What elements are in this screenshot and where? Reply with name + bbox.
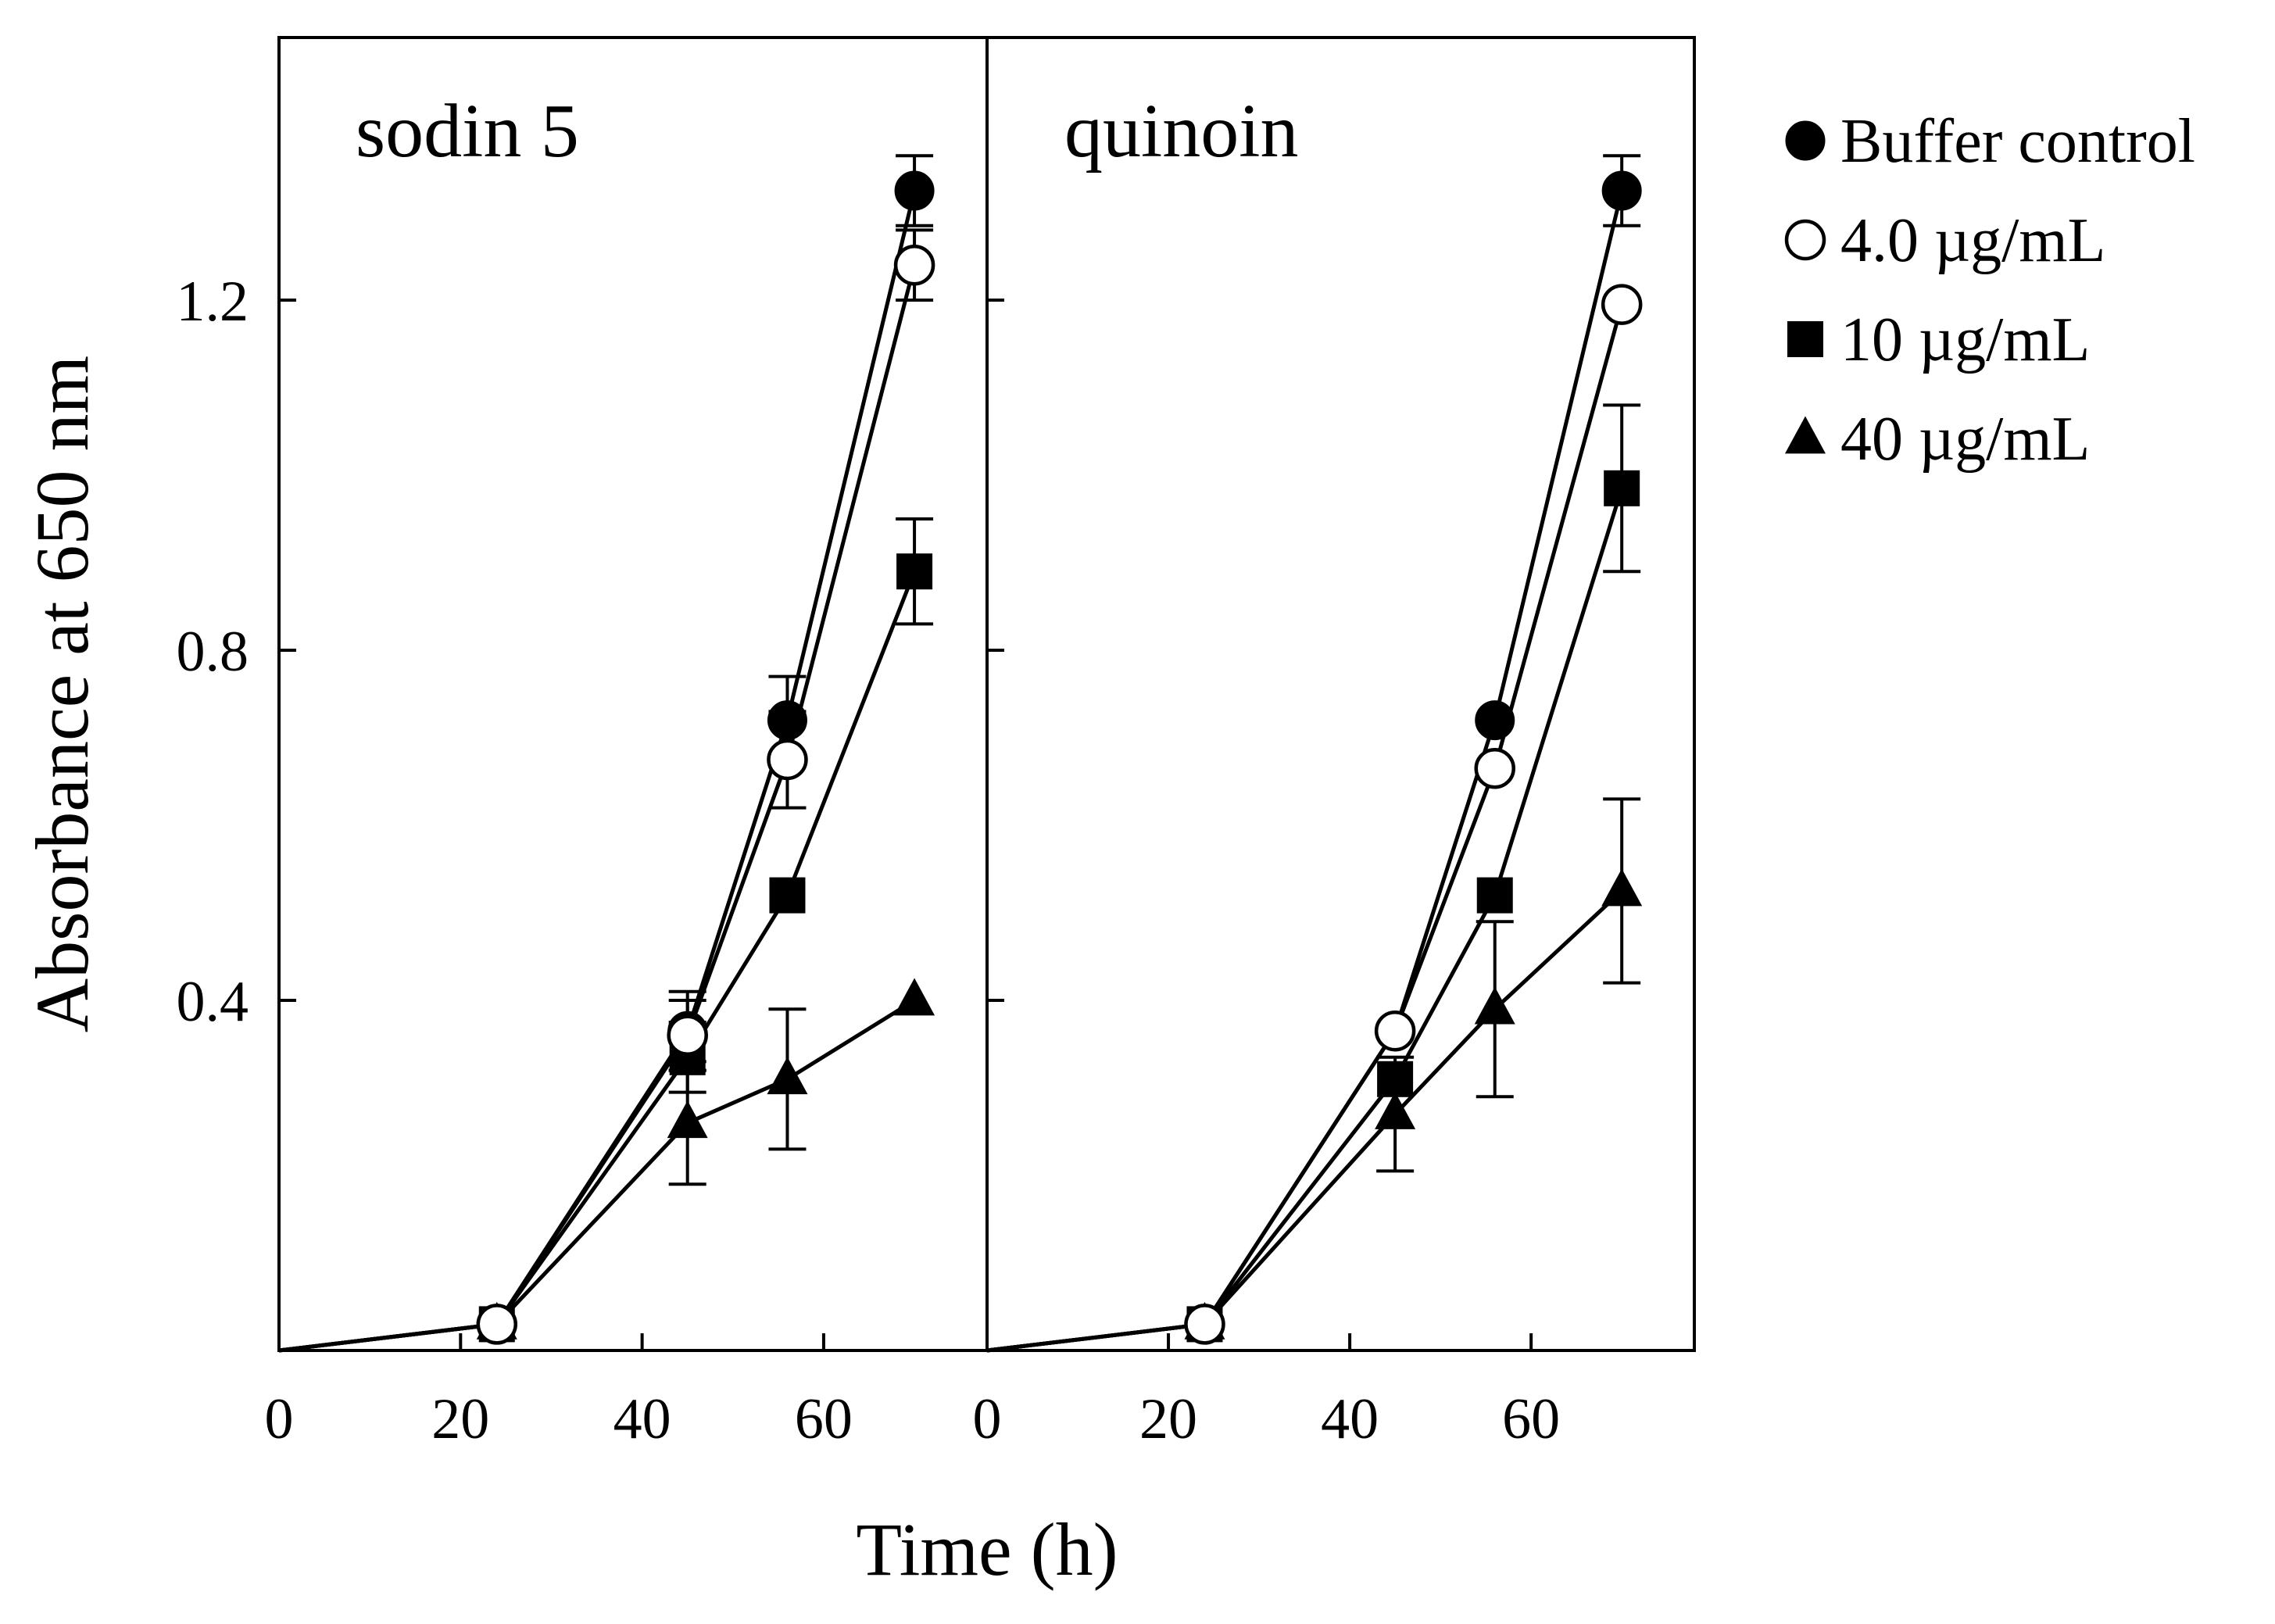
legend-marker-2: [1787, 321, 1823, 357]
y-axis-title: Absorbance at 650 nm: [20, 356, 104, 1032]
x-tick-label-sodin5-60: 60: [795, 1387, 853, 1451]
data-point-quinoin-2-4: [1604, 470, 1640, 506]
panel-frame-sodin5: [277, 36, 989, 1352]
data-point-quinoin-2-3: [1476, 877, 1513, 914]
legend-marker-1: [1784, 219, 1826, 261]
legend-label-1: 4.0 µg/mL: [1840, 206, 2105, 275]
data-point-sodin5-1-3: [767, 739, 808, 781]
data-point-quinoin-1-1: [1184, 1304, 1225, 1345]
series-line-sodin5-2: [278, 571, 917, 1353]
series-line-quinoin-0: [986, 190, 1624, 1353]
series-line-quinoin-3: [986, 889, 1623, 1353]
data-point-sodin5-1-2: [667, 1014, 708, 1057]
data-point-sodin5-0-4: [894, 170, 935, 211]
data-point-sodin5-2-3: [769, 877, 806, 914]
y-tick-label-0.8: 0.8: [177, 620, 249, 684]
data-point-quinoin-2-2: [1377, 1061, 1414, 1097]
data-point-quinoin-3-3: [1474, 986, 1515, 1025]
data-point-sodin5-1-4: [893, 244, 935, 286]
data-point-quinoin-1-3: [1474, 747, 1515, 789]
x-tick-label-quinoin-40: 40: [1321, 1387, 1379, 1451]
x-tick-label-sodin5-40: 40: [613, 1387, 671, 1451]
y-tick-label-1.2: 1.2: [177, 270, 249, 334]
data-point-sodin5-0-3: [767, 700, 807, 741]
x-tick-label-sodin5-20: 20: [431, 1387, 489, 1451]
data-point-quinoin-1-4: [1601, 284, 1643, 325]
legend-label-2: 10 µg/mL: [1840, 306, 2090, 374]
legend-marker-3: [1785, 416, 1826, 454]
data-point-sodin5-1-1: [476, 1304, 518, 1345]
panel-title-sodin5: sodin 5: [356, 89, 579, 173]
data-point-quinoin-3-2: [1375, 1092, 1416, 1129]
panel-frame-quinoin: [985, 36, 1696, 1352]
x-tick-label-sodin5-0: 0: [265, 1387, 294, 1451]
x-tick-label-quinoin-0: 0: [973, 1387, 1002, 1451]
x-tick-label-quinoin-20: 20: [1139, 1387, 1197, 1451]
data-point-sodin5-2-4: [896, 553, 933, 590]
data-point-quinoin-1-2: [1374, 1010, 1416, 1052]
series-line-quinoin-2: [986, 488, 1624, 1353]
data-point-sodin5-3-2: [667, 1100, 708, 1139]
data-point-quinoin-0-4: [1601, 170, 1642, 211]
y-tick-label-0.4: 0.4: [177, 970, 249, 1034]
legend-label-3: 40 µg/mL: [1840, 405, 2090, 474]
series-line-sodin5-0: [278, 190, 917, 1353]
data-point-sodin5-3-4: [894, 978, 935, 1016]
legend-marker-0: [1785, 120, 1826, 161]
data-point-quinoin-3-4: [1601, 868, 1643, 907]
x-tick-label-quinoin-60: 60: [1502, 1387, 1560, 1451]
data-point-sodin5-3-3: [767, 1057, 808, 1095]
x-axis-title: Time (h): [856, 1508, 1118, 1591]
legend-label-0: Buffer control: [1840, 107, 2195, 176]
data-point-quinoin-0-3: [1475, 700, 1515, 741]
panel-title-quinoin: quinoin: [1064, 89, 1298, 173]
